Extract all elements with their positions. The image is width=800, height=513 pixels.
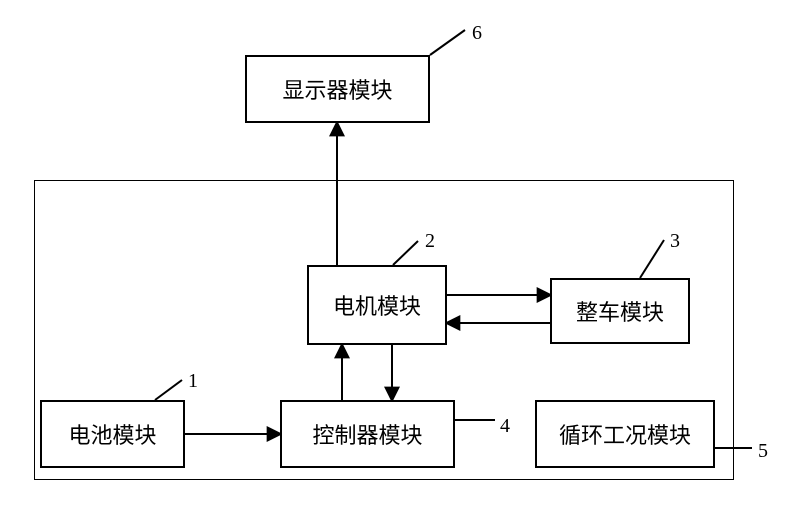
controller-module-box: 控制器模块	[280, 400, 455, 468]
refnum-1: 1	[188, 370, 198, 393]
refnum-4: 4	[500, 415, 510, 438]
drivecycle-module-label: 循环工况模块	[559, 418, 691, 450]
drivecycle-module-box: 循环工况模块	[535, 400, 715, 468]
motor-module-box: 电机模块	[307, 265, 447, 345]
refnum-6: 6	[472, 22, 482, 45]
vehicle-module-label: 整车模块	[576, 295, 664, 327]
block-diagram: 电池模块 电机模块 整车模块 控制器模块 循环工况模块 显示器模块 1 2 3 …	[0, 0, 800, 513]
controller-module-label: 控制器模块	[312, 418, 422, 450]
refnum-2: 2	[425, 230, 435, 253]
vehicle-module-box: 整车模块	[550, 278, 690, 344]
battery-module-label: 电池模块	[68, 418, 156, 450]
refnum-5: 5	[758, 440, 768, 463]
battery-module-box: 电池模块	[40, 400, 185, 468]
refnum-3: 3	[670, 230, 680, 253]
display-module-box: 显示器模块	[245, 55, 430, 123]
display-module-label: 显示器模块	[282, 73, 392, 105]
motor-module-label: 电机模块	[333, 289, 421, 321]
